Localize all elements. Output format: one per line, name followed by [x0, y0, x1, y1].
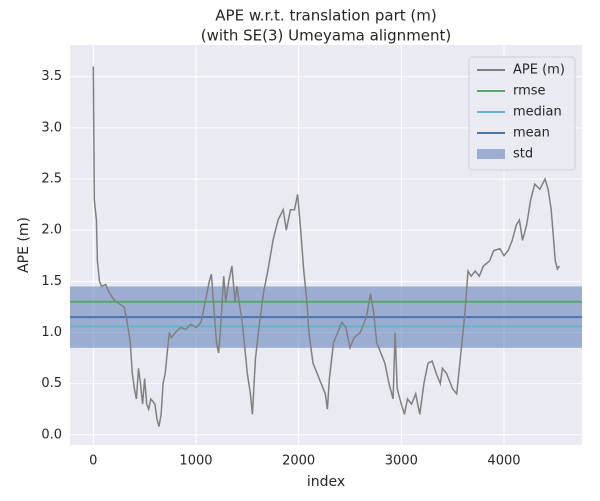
y-tick-label: 1.5	[41, 274, 62, 289]
y-axis-label: APE (m)	[16, 217, 32, 273]
legend-swatch	[477, 149, 505, 159]
chart-subtitle: (with SE(3) Umeyama alignment)	[201, 27, 452, 45]
legend-label: std	[513, 147, 533, 162]
y-tick-label: 2.0	[41, 223, 62, 238]
y-tick-label: 3.5	[41, 69, 62, 84]
x-tick-label: 2000	[282, 454, 315, 469]
y-tick-label: 1.0	[41, 325, 62, 340]
legend-label: mean	[513, 126, 550, 141]
chart-title: APE w.r.t. translation part (m)	[215, 7, 436, 25]
y-tick-label: 3.0	[41, 120, 62, 135]
x-tick-label: 1000	[179, 454, 212, 469]
legend-label: APE (m)	[513, 63, 565, 78]
x-axis-label: index	[307, 474, 345, 490]
ape-line	[92, 66, 561, 427]
legend-label: rmse	[513, 84, 546, 99]
x-tick-label: 4000	[487, 454, 520, 469]
y-tick-label: 0.0	[41, 427, 62, 442]
x-tick-label: 0	[89, 454, 97, 469]
legend-label: median	[513, 105, 562, 120]
x-tick-label: 3000	[385, 454, 418, 469]
y-tick-label: 2.5	[41, 172, 62, 187]
y-tick-label: 0.5	[41, 376, 62, 391]
legend-box	[468, 56, 576, 171]
